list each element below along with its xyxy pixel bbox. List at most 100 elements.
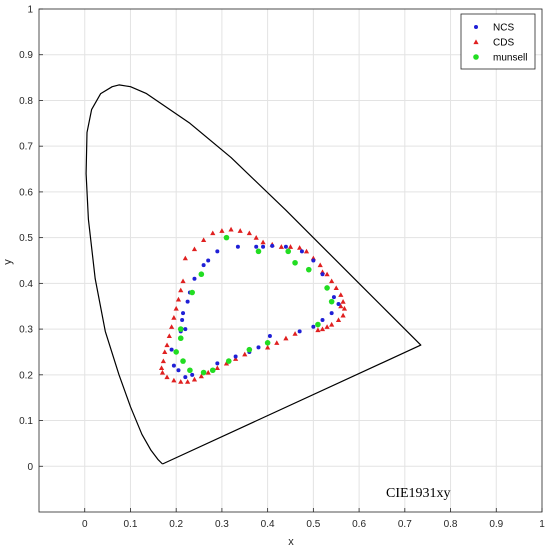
munsell-point <box>177 326 184 332</box>
munsell-point <box>189 289 195 296</box>
y-tick-label: 0.6 <box>19 187 33 198</box>
cds-point <box>171 315 177 320</box>
plot-frame <box>38 8 543 513</box>
cds-point <box>265 344 271 350</box>
cds-point <box>182 255 188 261</box>
ncs-point <box>331 295 336 300</box>
ncs-point <box>215 249 220 254</box>
y-tick-label: 0.7 <box>19 142 33 153</box>
legend-marker-cds <box>473 39 479 45</box>
cds-point <box>315 327 321 333</box>
ncs-point <box>176 368 181 373</box>
legend-label-cds: CDS <box>493 38 514 49</box>
ncs-point <box>181 311 186 316</box>
x-tick-label: 0 <box>82 519 88 530</box>
legend-label-munsell: munsell <box>493 53 527 64</box>
cds-point <box>173 305 179 311</box>
munsell-point <box>225 358 232 364</box>
ncs-point <box>235 244 240 249</box>
cds-point <box>333 285 339 291</box>
ncs-point <box>329 311 334 316</box>
cds-point <box>319 326 326 332</box>
cds-point <box>219 228 225 233</box>
ncs-point <box>206 258 211 263</box>
ncs-point <box>297 329 302 334</box>
cds-point <box>260 239 266 245</box>
cds-point <box>191 246 198 252</box>
cds-point <box>338 292 344 297</box>
cds-point <box>185 379 191 384</box>
y-tick-label: 0.2 <box>19 370 33 381</box>
cds-point <box>340 312 346 318</box>
y-tick-label: 0.3 <box>19 325 33 336</box>
munsell-point <box>315 321 321 328</box>
cds-point <box>242 351 248 357</box>
cds-point <box>317 262 323 268</box>
ncs-point <box>311 324 316 329</box>
cds-point <box>274 340 280 345</box>
cds-point <box>278 244 284 249</box>
munsell-point <box>328 298 335 305</box>
ncs-point <box>201 263 206 268</box>
x-tick-label: 0.6 <box>352 519 366 530</box>
ncs-point <box>336 301 341 306</box>
cds-point <box>237 228 243 233</box>
cds-point <box>329 278 335 284</box>
ncs-point <box>183 375 188 380</box>
y-axis-label: y <box>2 259 14 265</box>
ncs-point <box>171 363 176 368</box>
legend-marker-ncs <box>474 25 478 29</box>
x-tick-label: 0.5 <box>306 519 320 530</box>
x-tick-label: 0.2 <box>169 519 183 530</box>
munsell-point <box>177 335 184 342</box>
ncs-point <box>267 333 272 338</box>
legend-box <box>460 13 536 70</box>
cds-point <box>164 342 170 348</box>
cds-point <box>335 317 342 323</box>
munsell-point <box>255 248 262 255</box>
cds-point <box>246 230 252 236</box>
cds-point <box>180 278 186 284</box>
cds-point <box>198 373 204 379</box>
ncs-point <box>169 347 174 352</box>
cds-point <box>303 248 310 254</box>
ncs-point <box>183 327 188 332</box>
cds-point <box>171 377 177 383</box>
ncs-point <box>233 354 238 359</box>
cds-point <box>159 369 166 375</box>
cds-point <box>340 299 346 304</box>
munsell-point <box>180 358 186 364</box>
cds-point <box>164 374 170 380</box>
munsell-point <box>200 369 207 376</box>
cds-point <box>283 335 289 341</box>
cds-point <box>178 379 184 384</box>
data-points <box>158 226 348 384</box>
munsell-point <box>198 271 205 278</box>
cds-point <box>166 333 172 339</box>
munsell-point <box>223 234 230 241</box>
spectral-locus <box>85 84 422 465</box>
ncs-point <box>254 244 259 249</box>
cds-point <box>214 365 220 371</box>
cds-point <box>158 365 165 371</box>
munsell-point <box>292 259 298 266</box>
cds-point <box>324 271 330 277</box>
ncs-point <box>185 299 190 304</box>
legend-label-ncs: NCS <box>493 23 514 34</box>
cds-point <box>228 226 234 232</box>
y-tick-label: 0.5 <box>19 233 33 244</box>
cds-point <box>162 349 168 355</box>
x-tick-label: 0.7 <box>398 519 412 530</box>
y-tick-label: 0 <box>27 462 33 473</box>
x-tick-label: 0.3 <box>215 519 229 530</box>
ncs-point <box>192 276 197 281</box>
cds-point <box>324 324 330 329</box>
x-tick-label: 0.8 <box>444 519 458 530</box>
cds-point <box>233 356 239 361</box>
y-tick-label: 0.1 <box>19 416 33 427</box>
y-tick-labels: 0 0.1 0.2 0.3 0.4 0.5 0.6 0.7 0.8 0.9 1 <box>19 5 43 473</box>
ncs-point <box>283 244 288 249</box>
ncs-point <box>190 372 195 377</box>
cds-point <box>292 331 298 336</box>
